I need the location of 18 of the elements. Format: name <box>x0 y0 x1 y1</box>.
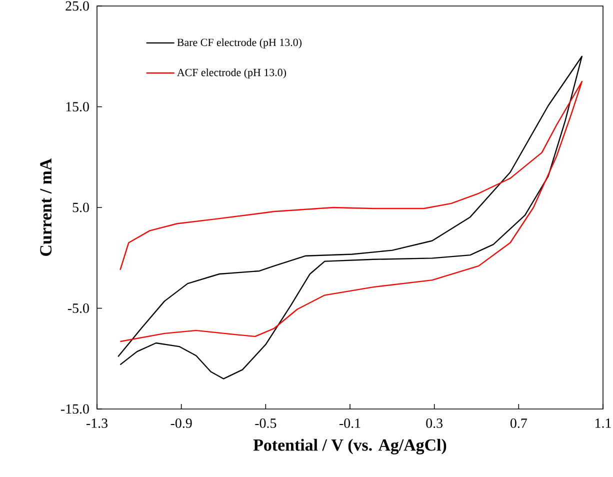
x-tick-label: -0.9 <box>170 418 192 428</box>
x-tick-label: 0.3 <box>426 418 443 428</box>
x-tick-label: -1.3 <box>86 418 108 428</box>
y-tick-label: -5.0 <box>68 304 89 313</box>
y-axis-title: Current / mA <box>40 158 52 256</box>
legend-label: Bare CF electrode (pH 13.0) <box>177 38 302 48</box>
legend-label: ACF electrode (pH 13.0) <box>177 68 286 78</box>
x-tick-label: -0.1 <box>339 418 360 428</box>
line-series <box>120 80 583 342</box>
x-tick-label: -0.5 <box>255 418 276 428</box>
y-tick-label: 25.0 <box>66 1 89 11</box>
x-axis-title: Potential / V (vs. Ag/AgCl) <box>253 438 446 454</box>
y-tick-label: 5.0 <box>72 202 89 212</box>
line-series <box>117 56 583 380</box>
y-tick-label: 15.0 <box>66 102 89 112</box>
y-tick-label: -15.0 <box>60 404 89 414</box>
x-tick-label: 1.1 <box>596 418 611 428</box>
x-tick-label: 0.7 <box>510 418 527 428</box>
